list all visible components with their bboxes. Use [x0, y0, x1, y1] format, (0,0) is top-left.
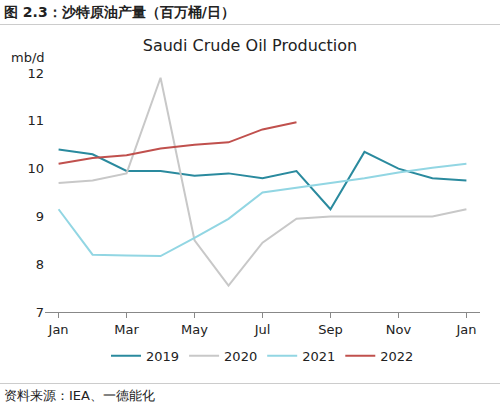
svg-text:Nov: Nov: [386, 322, 412, 337]
svg-text:2020: 2020: [224, 349, 257, 364]
svg-text:9: 9: [36, 209, 44, 224]
svg-text:7: 7: [36, 305, 44, 320]
svg-text:11: 11: [27, 113, 44, 128]
svg-text:Mar: Mar: [114, 322, 139, 337]
svg-text:May: May: [181, 322, 208, 337]
svg-text:Jan: Jan: [455, 322, 476, 337]
svg-text:Sep: Sep: [318, 322, 343, 337]
html-text:资料来源：IEA、一德能化: 资料来源：IEA、一德能化: [4, 388, 155, 403]
svg-text:Jan: Jan: [48, 322, 69, 337]
html-text:图 2.3：沙特原油产量（百万桶/日）: 图 2.3：沙特原油产量（百万桶/日）: [4, 4, 235, 20]
svg-text:mb/d: mb/d: [11, 50, 45, 65]
svg-text:12: 12: [27, 66, 44, 81]
svg-text:2019: 2019: [146, 349, 179, 364]
svg-text:Saudi Crude Oil Production: Saudi Crude Oil Production: [143, 36, 357, 55]
svg-text:2022: 2022: [380, 349, 413, 364]
svg-text:8: 8: [36, 257, 44, 272]
svg-text:Jul: Jul: [254, 322, 271, 337]
svg-text:2021: 2021: [302, 349, 335, 364]
svg-text:10: 10: [27, 161, 44, 176]
